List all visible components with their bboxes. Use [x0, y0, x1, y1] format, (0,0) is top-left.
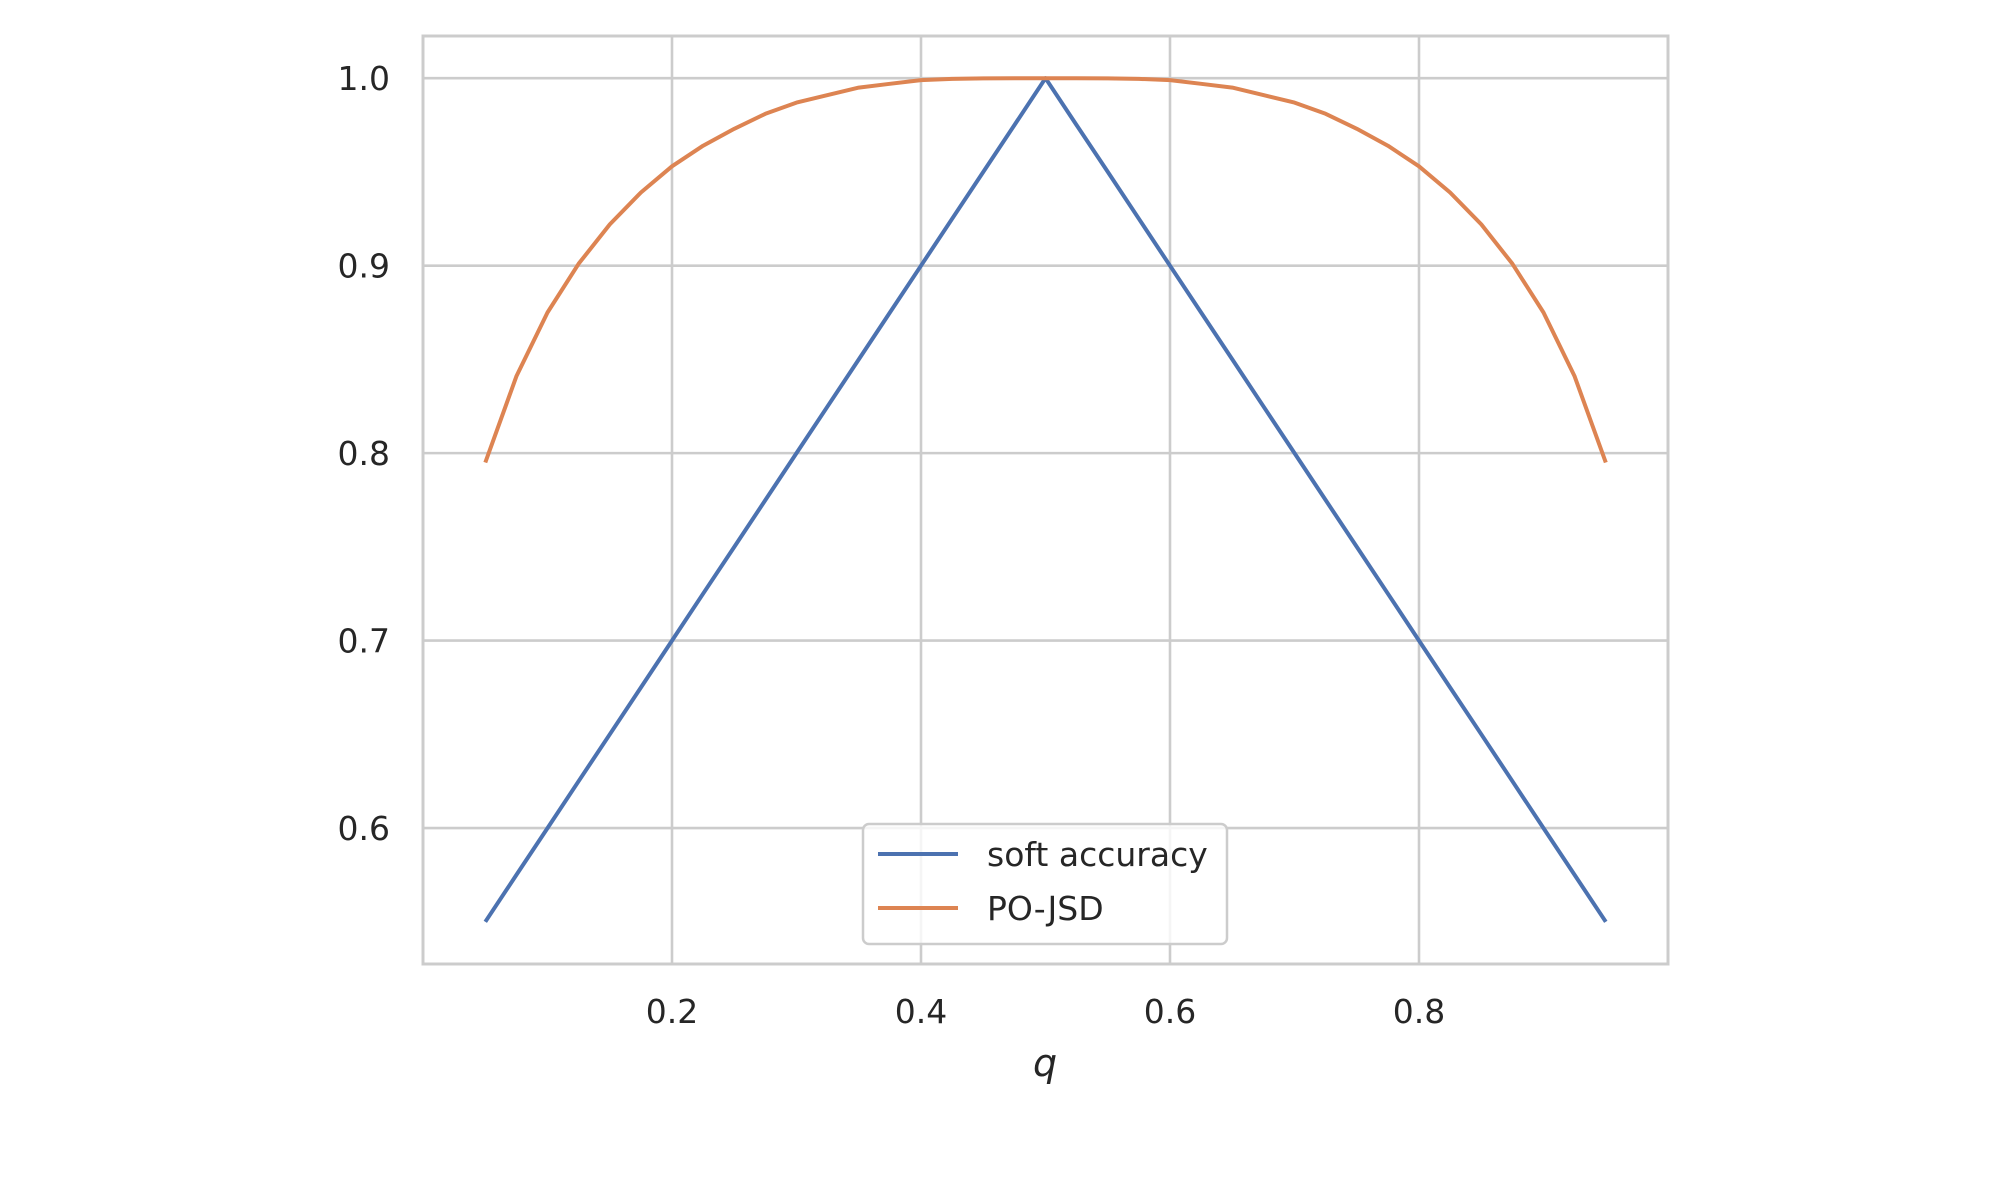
legend: soft accuracy PO-JSD [861, 822, 1229, 946]
x-axis-ticks: 0.2 0.4 0.6 0.8 [646, 992, 1445, 1031]
x-tick-label: 0.2 [646, 992, 698, 1031]
y-tick-label: 1.0 [338, 59, 390, 98]
series-lines [483, 76, 1608, 923]
y-axis-ticks: 0.6 0.7 0.8 0.9 1.0 [338, 59, 390, 848]
x-tick-label: 0.4 [895, 992, 947, 1031]
y-tick-label: 0.9 [338, 247, 390, 286]
legend-label-soft-accuracy: soft accuracy [987, 835, 1208, 874]
x-tick-label: 0.6 [1144, 992, 1196, 1031]
y-tick-label: 0.6 [338, 809, 390, 848]
x-tick-label: 0.8 [1393, 992, 1445, 1031]
y-tick-label: 0.8 [338, 434, 390, 473]
x-axis-label: q [1033, 1041, 1057, 1085]
series-line-po-jsd [483, 76, 1608, 464]
y-tick-label: 0.7 [338, 622, 390, 661]
legend-label-po-jsd: PO-JSD [987, 889, 1104, 928]
series-line-soft-accuracy [483, 76, 1608, 923]
axes-frame [421, 34, 1670, 966]
